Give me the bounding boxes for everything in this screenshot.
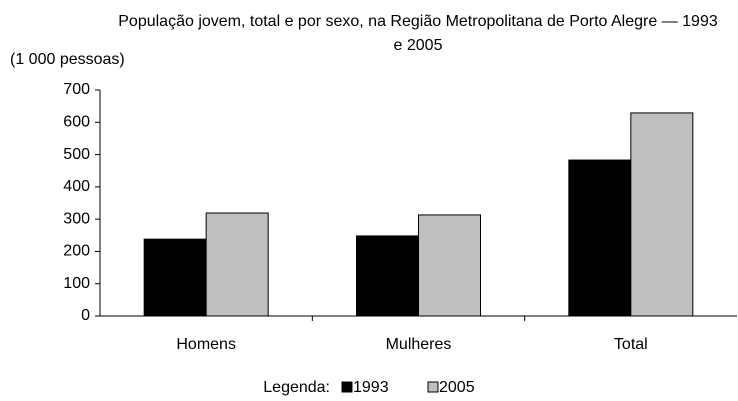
y-tick-label: 100 [63,275,90,292]
bar [568,159,632,317]
y-tick-label: 0 [81,307,90,324]
legend-label: 2005 [439,379,475,396]
legend-swatch [341,381,353,393]
legend-label: 1993 [353,379,389,396]
x-tick-label: Total [614,336,648,353]
legend-title: Legenda: [263,379,330,396]
x-tick-label: Homens [176,336,236,353]
y-tick-label: 600 [63,114,90,131]
bar [418,214,481,317]
y-tick-label: 300 [63,210,90,227]
y-tick-label: 500 [63,146,90,163]
bar [356,235,419,317]
y-tick-label: 700 [63,81,90,98]
chart-title: População jovem, total e por sexo, na Re… [118,13,718,54]
y-axis-label: (1 000 pessoas) [10,51,125,68]
y-tick-label: 200 [63,243,90,260]
bar [205,212,269,317]
legend-swatch [427,381,439,393]
bar [630,112,694,317]
y-tick-label: 400 [63,178,90,195]
x-tick-label: Mulheres [386,336,452,353]
bar [143,238,207,317]
